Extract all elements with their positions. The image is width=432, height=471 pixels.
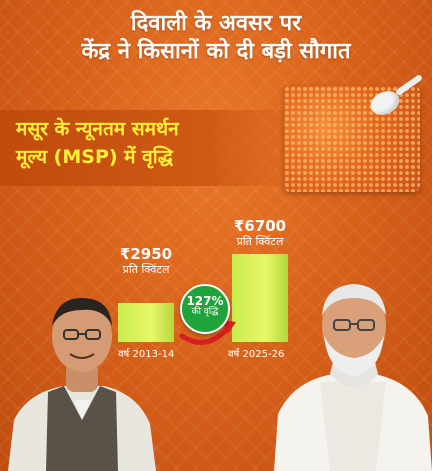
growth-arrow-icon xyxy=(179,320,236,345)
price-unit-2013: प्रति क्विंटल xyxy=(122,262,170,276)
subheading-line-1: मसूर के न्यूनतम समर्थन xyxy=(16,118,179,140)
price-label-2025: ₹6700 प्रति क्विंटल xyxy=(214,218,306,248)
price-amount-2025: ₹6700 xyxy=(233,217,287,235)
year-label-2025: वर्ष 2025-26 xyxy=(228,349,285,360)
headline-line-1: दिवाली के अवसर पर xyxy=(130,11,302,36)
growth-badge: 127% की वृद्धि xyxy=(180,284,230,334)
year-label-2013: वर्ष 2013-14 xyxy=(118,349,175,360)
right-person-photo xyxy=(274,284,432,471)
bar-2013 xyxy=(118,303,174,342)
growth-percent: 127% xyxy=(186,294,224,308)
left-person-photo xyxy=(8,298,156,471)
subheading: मसूर के न्यूनतम समर्थन मूल्य (MSP) में व… xyxy=(16,116,179,171)
price-unit-2025: प्रति क्विंटल xyxy=(236,234,284,248)
growth-prefix: की xyxy=(191,307,201,317)
lentil-photo xyxy=(284,86,420,192)
subheading-band xyxy=(0,110,300,186)
subheading-line-2: मूल्य (MSP) में वृद्धि xyxy=(16,145,173,168)
growth-label: वृद्धि xyxy=(203,307,219,317)
headline-line-2: केंद्र ने किसानों को दी बड़ी सौगात xyxy=(81,39,351,65)
bar-2025 xyxy=(232,254,288,342)
price-amount-2013: ₹2950 xyxy=(119,245,173,263)
headline: दिवाली के अवसर पर केंद्र ने किसानों को द… xyxy=(0,10,432,66)
price-label-2013: ₹2950 प्रति क्विंटल xyxy=(100,246,192,276)
growth-word: की वृद्धि xyxy=(182,307,228,318)
